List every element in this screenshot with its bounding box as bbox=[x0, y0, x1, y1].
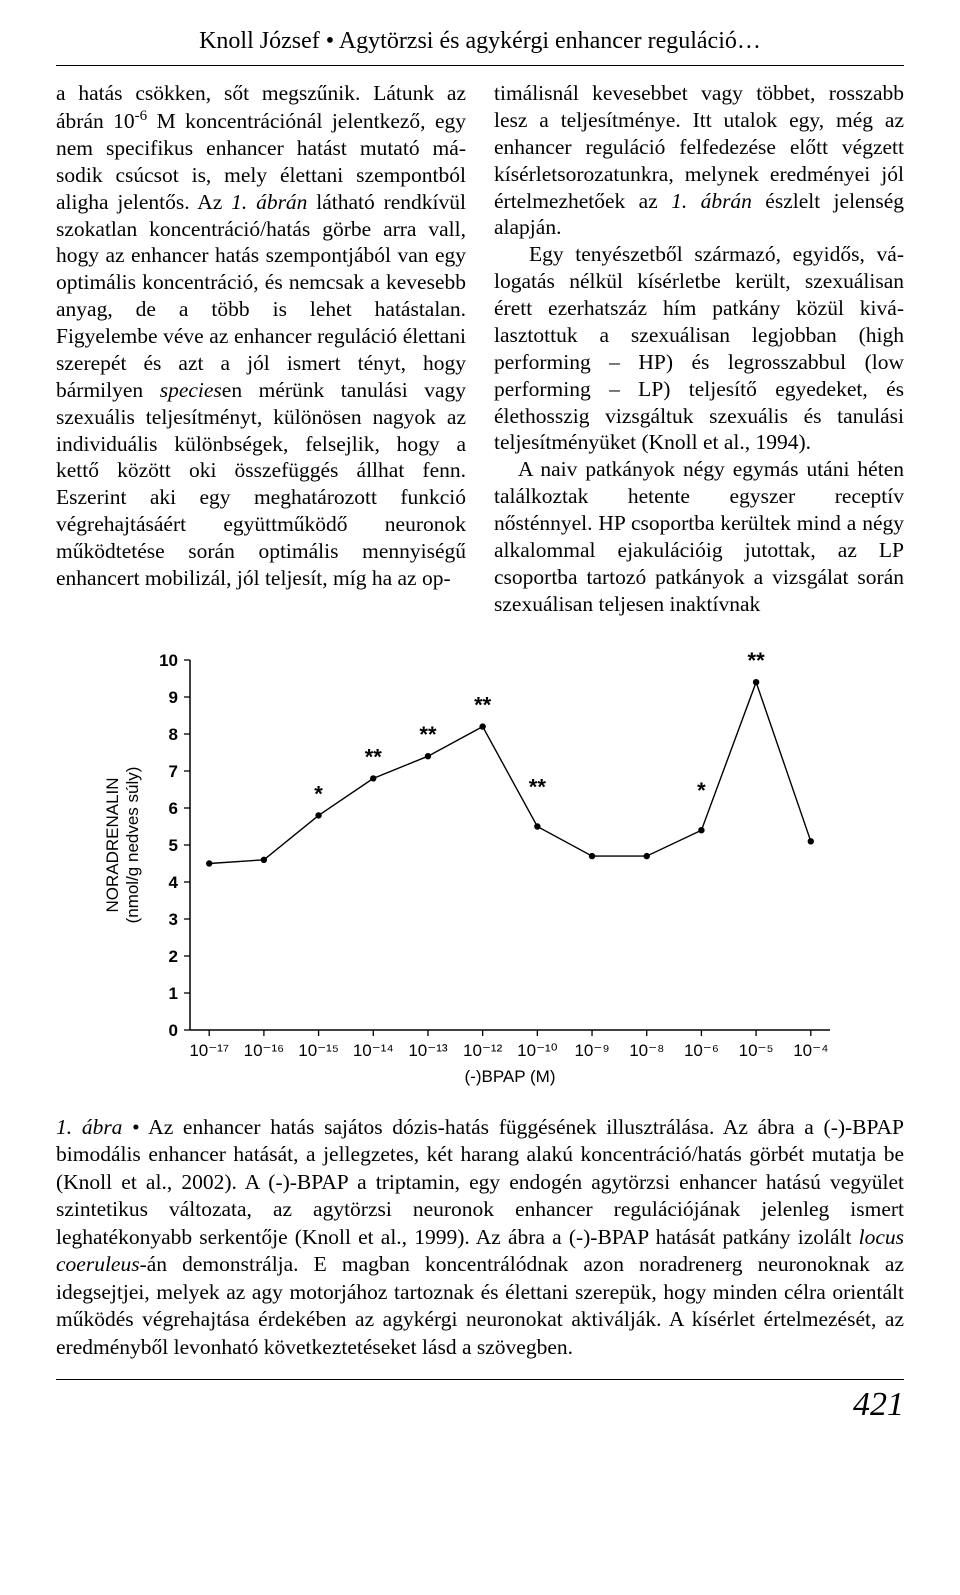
svg-text:3: 3 bbox=[169, 910, 178, 929]
column-left-text: a hatás csökken, sőt megszűnik. Látunk a… bbox=[56, 80, 466, 592]
svg-text:NORADRENALIN: NORADRENALIN bbox=[103, 777, 122, 912]
svg-text:10⁻¹⁶: 10⁻¹⁶ bbox=[244, 1041, 285, 1060]
column-right-text: timálisnál kevesebbet vagy többet, rossz… bbox=[494, 80, 904, 618]
svg-text:*: * bbox=[314, 781, 323, 806]
figure-1-caption: 1. ábra • Az enhancer hatás sajátos dózi… bbox=[56, 1114, 904, 1362]
svg-text:10⁻⁶: 10⁻⁶ bbox=[684, 1041, 719, 1060]
page-root: Knoll József • Agytörzsi és agykérgi enh… bbox=[0, 0, 960, 1460]
svg-text:9: 9 bbox=[169, 688, 178, 707]
svg-text:**: ** bbox=[748, 648, 766, 673]
two-column-body: a hatás csökken, sőt megszűnik. Látunk a… bbox=[56, 80, 904, 618]
svg-text:**: ** bbox=[365, 744, 383, 769]
svg-text:10⁻⁴: 10⁻⁴ bbox=[793, 1041, 828, 1060]
svg-text:10⁻¹³: 10⁻¹³ bbox=[408, 1041, 448, 1060]
svg-text:5: 5 bbox=[169, 836, 178, 855]
svg-text:(nmol/g nedves súly): (nmol/g nedves súly) bbox=[123, 766, 142, 923]
svg-text:10⁻¹⁵: 10⁻¹⁵ bbox=[298, 1041, 339, 1060]
svg-text:7: 7 bbox=[169, 762, 178, 781]
svg-text:(-)BPAP (M): (-)BPAP (M) bbox=[465, 1067, 556, 1086]
bottom-rule bbox=[56, 1379, 904, 1380]
svg-text:10⁻¹⁴: 10⁻¹⁴ bbox=[353, 1041, 394, 1060]
svg-text:**: ** bbox=[419, 722, 437, 747]
svg-text:6: 6 bbox=[169, 799, 178, 818]
svg-text:2: 2 bbox=[169, 947, 178, 966]
svg-text:10⁻⁸: 10⁻⁸ bbox=[629, 1041, 664, 1060]
svg-text:10: 10 bbox=[159, 651, 178, 670]
top-rule bbox=[56, 65, 904, 66]
svg-text:**: ** bbox=[529, 774, 547, 799]
svg-text:**: ** bbox=[474, 692, 492, 717]
running-head: Knoll József • Agytörzsi és agykérgi enh… bbox=[56, 28, 904, 55]
svg-text:4: 4 bbox=[169, 873, 179, 892]
svg-text:10⁻⁵: 10⁻⁵ bbox=[739, 1041, 774, 1060]
page-number: 421 bbox=[56, 1386, 904, 1424]
svg-text:8: 8 bbox=[169, 725, 178, 744]
svg-text:10⁻¹⁷: 10⁻¹⁷ bbox=[189, 1041, 229, 1060]
svg-text:*: * bbox=[697, 778, 706, 803]
svg-text:10⁻¹⁰: 10⁻¹⁰ bbox=[517, 1041, 558, 1060]
figure-1: 0 1 2 3 4 5 6 7 8 9 10 10⁻¹⁷ 10⁻¹⁶ 10⁻¹⁵ 10⁻¹⁴ 10⁻¹³ 10⁻… bbox=[56, 640, 904, 1362]
svg-text:1: 1 bbox=[169, 984, 178, 1003]
line-chart: 0 1 2 3 4 5 6 7 8 9 10 10⁻¹⁷ 10⁻¹⁶ 10⁻¹⁵ 10⁻¹⁴ 10⁻¹³ 10⁻… bbox=[100, 640, 860, 1100]
svg-text:10⁻⁹: 10⁻⁹ bbox=[574, 1041, 609, 1060]
svg-text:10⁻¹²: 10⁻¹² bbox=[463, 1041, 503, 1060]
svg-text:0: 0 bbox=[169, 1021, 178, 1040]
